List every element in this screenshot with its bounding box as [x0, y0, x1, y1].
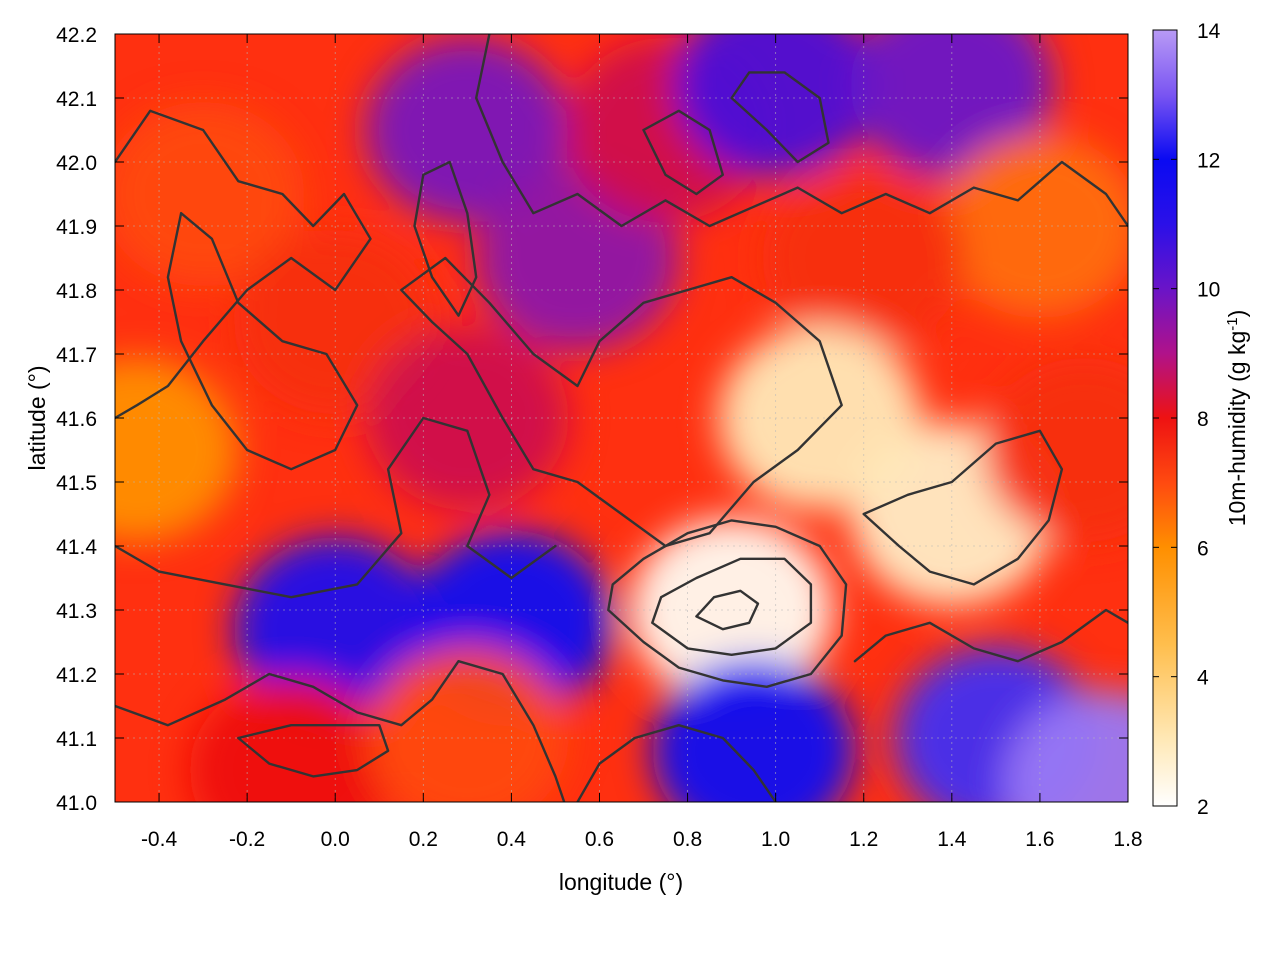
- colorbar: 2 4 6 8 10 12 14 10m-humidity (g kg-1): [1152, 20, 1251, 819]
- x-tick-label-4: 0.4: [497, 828, 527, 851]
- x-tick-label-11: 1.8: [1113, 828, 1142, 851]
- contour-high-mountain-outer: [607, 519, 848, 688]
- humidity-region-19: [366, 645, 569, 802]
- grid-lines: [115, 34, 1128, 802]
- y-tick-label-7: 41.7: [56, 344, 97, 367]
- contour-high-mountain-inner: [695, 589, 760, 631]
- colorbar-tick-label-5: 12: [1197, 149, 1220, 172]
- x-axis-title: longitude (°): [559, 869, 683, 895]
- contour-east-ridge: [862, 429, 1064, 586]
- contour-coast-south: [576, 724, 777, 802]
- humidity-region-0: [115, 357, 239, 543]
- x-tick-label-3: 0.2: [409, 828, 438, 851]
- contour-south-inner: [237, 724, 390, 778]
- humidity-region-1: [115, 101, 305, 287]
- colorbar-tick-label-2: 6: [1197, 537, 1209, 560]
- x-tick-label-9: 1.4: [937, 828, 967, 851]
- y-tick-label-0: 41.0: [56, 792, 97, 815]
- contour-north-loop-2: [730, 71, 830, 164]
- colorbar-tick-label-0: 2: [1197, 796, 1209, 819]
- contour-north-central: [475, 34, 1128, 228]
- y-tick-label-4: 41.4: [56, 536, 97, 559]
- contour-southwest-loop: [115, 660, 566, 802]
- x-tick-label-7: 1.0: [761, 828, 790, 851]
- colorbar-title: 10m-humidity (g kg-1): [1224, 310, 1251, 527]
- contour-plain-arc: [115, 416, 557, 599]
- plot-area: [114, 33, 1129, 803]
- contour-ridge-west: [115, 109, 372, 420]
- contour-ridge-west-inner: [166, 211, 359, 471]
- y-tick-label-9: 41.9: [56, 216, 97, 239]
- y-tick-label-11: 42.1: [56, 88, 97, 111]
- humidity-region-18: [189, 677, 393, 802]
- x-axis: -0.4 -0.2 0.0 0.2 0.4 0.6 0.8 1.0 1.2 1.4 1.6 1.8 l…: [141, 828, 1143, 895]
- humidity-region-10: [630, 517, 833, 703]
- tick-marks: [115, 33, 1129, 803]
- x-tick-label-8: 1.2: [849, 828, 878, 851]
- humidity-region-17: [1004, 690, 1128, 802]
- x-tick-label-2: 0.0: [321, 828, 350, 851]
- y-tick-label-8: 41.8: [56, 280, 97, 303]
- humidity-region-21: [366, 325, 569, 511]
- colorbar-title-end: ): [1224, 310, 1250, 318]
- y-axis: 41.0 41.1 41.2 41.3 41.4 41.5 41.6 41.7 41.8 41.9…: [24, 24, 97, 815]
- colorbar-tick-label-1: 4: [1197, 667, 1209, 690]
- contour-central-ridge: [400, 256, 843, 548]
- colorbar-title-sup: -1: [1224, 317, 1241, 330]
- y-tick-label-3: 41.3: [56, 600, 97, 623]
- humidity-region-3: [366, 37, 569, 223]
- x-tick-label-1: -0.2: [229, 828, 265, 851]
- x-tick-label-0: -0.4: [141, 828, 178, 851]
- x-tick-label-6: 0.8: [673, 828, 702, 851]
- colorbar-tick-label-4: 10: [1197, 279, 1220, 302]
- humidity-field: [115, 34, 1128, 802]
- contour-high-mountain-mid: [651, 557, 813, 656]
- humidity-region-15: [652, 658, 855, 802]
- y-tick-label-2: 41.2: [56, 664, 97, 687]
- y-axis-title: latitude (°): [24, 365, 50, 470]
- terrain-contours: [115, 34, 1128, 802]
- humidity-region-20: [982, 357, 1128, 543]
- humidity-region-6: [674, 34, 877, 178]
- colorbar-title-main: 10m-humidity (g kg: [1224, 331, 1250, 527]
- humidity-region-12: [718, 325, 921, 511]
- colorbar-ticks: 2 4 6 8 10 12 14: [1153, 20, 1221, 819]
- y-tick-label-6: 41.6: [56, 408, 97, 431]
- y-tick-label-5: 41.5: [56, 472, 97, 495]
- y-tick-label-1: 41.1: [56, 728, 97, 751]
- colorbar-tick-label-3: 8: [1197, 408, 1209, 431]
- colorbar-tick-label-6: 14: [1197, 20, 1221, 43]
- contour-north-loop-1: [642, 109, 724, 196]
- y-tick-label-12: 42.2: [56, 24, 97, 47]
- x-tick-label-10: 1.6: [1025, 828, 1054, 851]
- contour-north-west-ridge: [413, 160, 478, 317]
- x-tick-label-5: 0.6: [585, 828, 614, 851]
- y-tick-label-10: 42.0: [56, 152, 97, 175]
- contour-east-coast: [853, 608, 1128, 663]
